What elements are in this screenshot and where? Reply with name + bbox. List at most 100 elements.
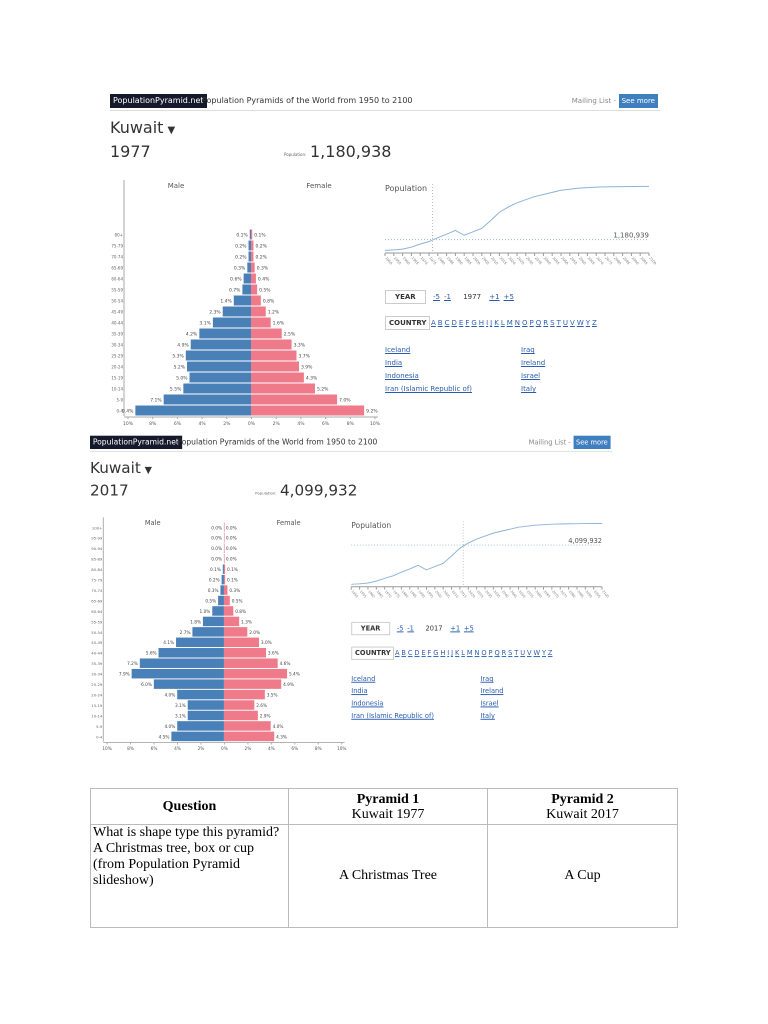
letter-link[interactable]: E bbox=[421, 649, 426, 658]
country-selector[interactable]: Kuwait ▼ bbox=[90, 459, 152, 477]
country-box: COUNTRY bbox=[385, 316, 431, 330]
letter-link[interactable]: S bbox=[550, 319, 555, 327]
country-link[interactable]: India bbox=[351, 687, 368, 696]
letter-link[interactable]: F bbox=[427, 649, 432, 658]
letter-link[interactable]: M bbox=[506, 319, 513, 327]
age-group-label: 5-9 bbox=[96, 724, 103, 729]
female-bar bbox=[223, 668, 288, 679]
letter-link[interactable]: V bbox=[527, 649, 532, 658]
male-value-label: 2.3% bbox=[209, 310, 221, 316]
letter-link[interactable]: A bbox=[431, 319, 436, 327]
year-minus-1[interactable]: -1 bbox=[407, 624, 414, 633]
letter-link[interactable]: U bbox=[520, 649, 526, 658]
country-link[interactable]: Italy bbox=[480, 712, 495, 720]
country-link[interactable]: Iraq bbox=[480, 675, 494, 683]
year-plus-1[interactable]: +1 bbox=[450, 624, 461, 633]
year-plus-5[interactable]: +5 bbox=[503, 293, 514, 301]
letter-link[interactable]: Z bbox=[592, 319, 597, 327]
country-link[interactable]: Israel bbox=[480, 699, 499, 708]
letter-link[interactable]: R bbox=[543, 319, 549, 327]
letter-link[interactable]: H bbox=[440, 649, 446, 658]
country-link[interactable]: India bbox=[385, 359, 403, 367]
male-value-label: 0.3% bbox=[234, 266, 246, 272]
letter-link[interactable]: S bbox=[508, 649, 513, 658]
letter-link[interactable]: Z bbox=[547, 649, 553, 658]
country-link[interactable]: Iceland bbox=[385, 346, 411, 354]
letter-link[interactable]: M bbox=[466, 649, 473, 658]
year-minus-5[interactable]: -5 bbox=[396, 624, 404, 633]
letter-link[interactable]: I bbox=[486, 319, 489, 327]
letter-link[interactable]: Q bbox=[535, 319, 542, 327]
country-link[interactable]: Ireland bbox=[521, 359, 546, 367]
letter-link[interactable]: C bbox=[407, 649, 413, 658]
letter-link[interactable]: D bbox=[414, 649, 420, 658]
country-link[interactable]: Iran (Islamic Republic of) bbox=[351, 712, 434, 720]
letter-link[interactable]: Q bbox=[494, 649, 500, 658]
country-link[interactable]: Israel bbox=[521, 372, 541, 380]
female-value-label: 1.2% bbox=[268, 310, 280, 316]
country-link[interactable]: Indonesia bbox=[351, 699, 384, 708]
letter-link[interactable]: G bbox=[433, 649, 439, 658]
year-minus-5[interactable]: -5 bbox=[433, 293, 440, 301]
year-plus-5[interactable]: +5 bbox=[463, 624, 474, 633]
site-logo[interactable]: PopulationPyramid.net bbox=[110, 94, 207, 108]
letter-link[interactable]: A bbox=[394, 649, 400, 658]
letter-link[interactable]: L bbox=[500, 319, 505, 327]
country-link[interactable]: Iraq bbox=[521, 346, 535, 354]
population-label: Population: bbox=[284, 152, 307, 157]
letter-link[interactable]: N bbox=[514, 319, 521, 327]
letter-link[interactable]: N bbox=[474, 649, 480, 658]
letter-link[interactable]: O bbox=[481, 649, 487, 658]
country-link[interactable]: Italy bbox=[521, 385, 537, 393]
male-value-label: 9.4% bbox=[122, 409, 134, 415]
line-x-tick-label: 1950 bbox=[384, 256, 393, 265]
year-minus-1[interactable]: -1 bbox=[443, 293, 451, 301]
letter-link[interactable]: O bbox=[522, 319, 528, 327]
country-link[interactable]: Ireland bbox=[480, 687, 504, 696]
letter-link[interactable]: L bbox=[461, 649, 465, 658]
site-logo[interactable]: PopulationPyramid.net bbox=[90, 435, 182, 449]
letter-link[interactable]: W bbox=[533, 649, 541, 658]
letter-link[interactable]: G bbox=[471, 319, 477, 327]
year-plus-1[interactable]: +1 bbox=[489, 293, 500, 301]
letter-link[interactable]: K bbox=[455, 649, 460, 658]
x-tick-label: 4% bbox=[297, 421, 305, 427]
letter-link[interactable]: F bbox=[465, 319, 470, 327]
country-link[interactable]: Iran (Islamic Republic of) bbox=[385, 385, 473, 393]
letter-link[interactable]: P bbox=[488, 649, 493, 658]
mailing-list-link[interactable]: Mailing List - bbox=[571, 97, 616, 105]
see-more-button[interactable]: See more bbox=[573, 435, 611, 449]
letter-link[interactable]: I bbox=[447, 649, 450, 658]
letter-link[interactable]: T bbox=[556, 319, 561, 327]
letter-link[interactable]: J bbox=[490, 319, 493, 327]
country-link[interactable]: Indonesia bbox=[385, 372, 419, 380]
male-value-label: 1.4% bbox=[220, 299, 232, 305]
female-bar bbox=[251, 262, 255, 273]
letter-link[interactable]: C bbox=[444, 319, 450, 327]
country-selector[interactable]: Kuwait ▼ bbox=[110, 118, 175, 137]
letter-link[interactable]: U bbox=[562, 319, 569, 327]
female-value-label: 5.4% bbox=[289, 672, 300, 678]
letter-link[interactable]: V bbox=[570, 319, 575, 327]
letter-link[interactable]: K bbox=[494, 319, 499, 327]
mailing-list-link[interactable]: Mailing List - bbox=[528, 438, 571, 447]
letter-link[interactable]: B bbox=[437, 319, 443, 327]
letter-link[interactable]: E bbox=[458, 319, 464, 327]
population-pyramid-chart: Male Female 80+ 0.1% 0.1% 75-79 0.2% 0.2% 70-74 0… bbox=[111, 180, 381, 427]
letter-link[interactable]: R bbox=[501, 649, 507, 658]
letter-link[interactable]: W bbox=[576, 319, 584, 327]
letter-link[interactable]: T bbox=[514, 649, 519, 658]
see-more-button[interactable]: See more bbox=[618, 94, 658, 108]
country-link[interactable]: Iceland bbox=[351, 675, 376, 683]
letter-link[interactable]: B bbox=[401, 649, 406, 658]
letter-link[interactable]: Y bbox=[585, 319, 591, 327]
line-x-tick-label: 2100 bbox=[601, 590, 609, 599]
letter-link[interactable]: J bbox=[451, 649, 454, 658]
x-tick-label: 4% bbox=[174, 746, 181, 752]
letter-link[interactable]: Y bbox=[541, 649, 547, 658]
male-value-label: 0.1% bbox=[236, 233, 248, 239]
letter-link[interactable]: H bbox=[478, 319, 485, 327]
letter-link[interactable]: P bbox=[529, 319, 534, 327]
letter-link[interactable]: D bbox=[451, 319, 457, 327]
line-x-tick-label: 2025 bbox=[516, 256, 525, 265]
